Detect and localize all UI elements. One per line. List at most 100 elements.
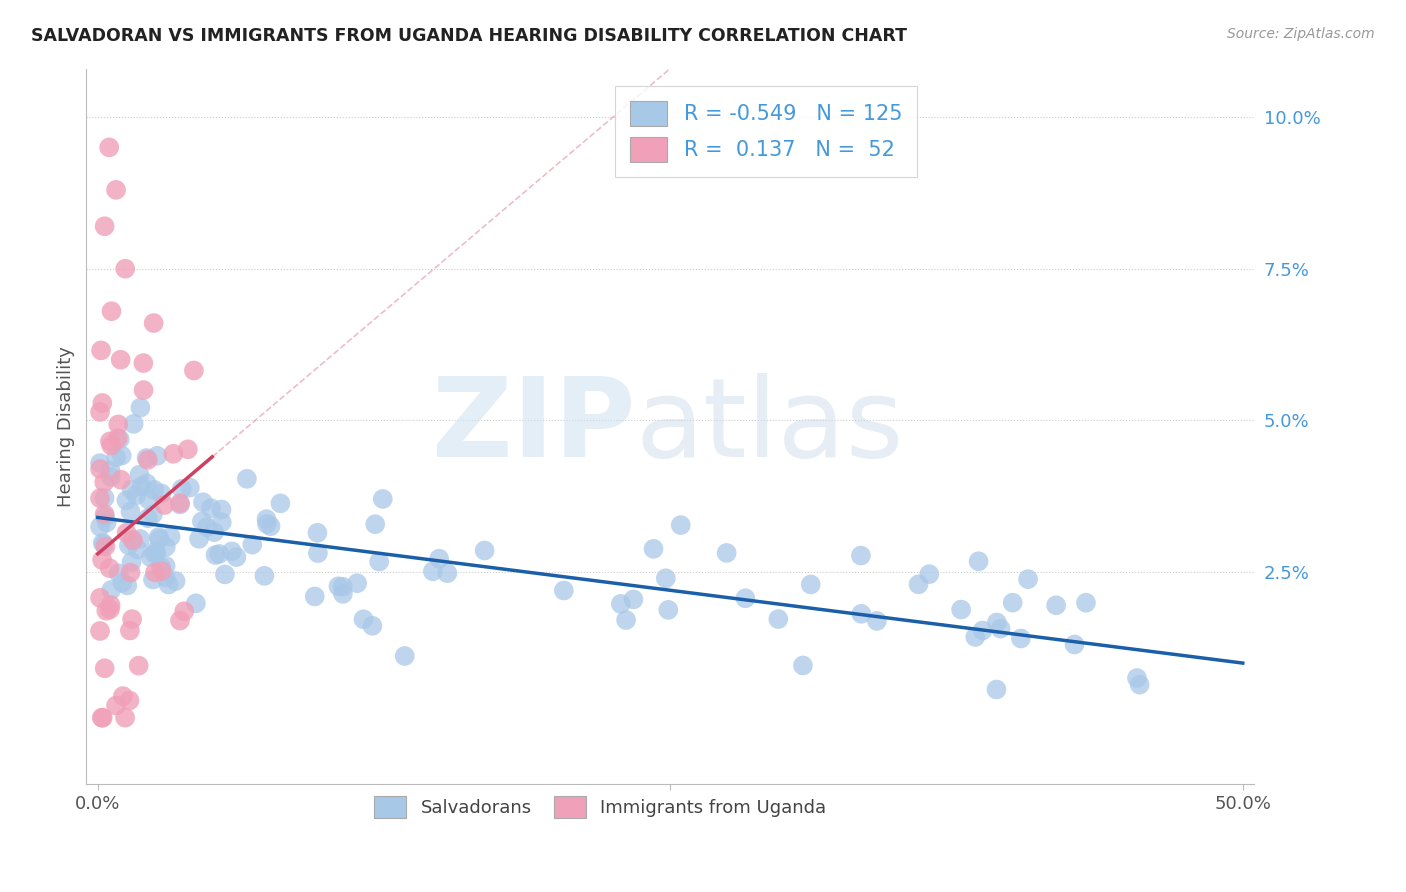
Point <box>159 530 181 544</box>
Point <box>132 356 155 370</box>
Point <box>150 486 173 500</box>
Point <box>236 472 259 486</box>
Point <box>93 491 115 505</box>
Point <box>96 604 118 618</box>
Point <box>907 577 929 591</box>
Point <box>346 576 368 591</box>
Point <box>866 614 889 628</box>
Point <box>105 698 128 713</box>
Point <box>179 481 201 495</box>
Point <box>93 661 115 675</box>
Point <box>553 583 575 598</box>
Point <box>142 316 165 330</box>
Point <box>121 555 143 569</box>
Point <box>121 533 143 548</box>
Point <box>657 603 679 617</box>
Point <box>1001 596 1024 610</box>
Point <box>93 219 115 234</box>
Point <box>94 509 117 524</box>
Point <box>114 711 136 725</box>
Point <box>195 520 218 534</box>
Point <box>307 525 329 540</box>
Point <box>211 516 233 530</box>
Point <box>269 496 291 510</box>
Point <box>150 564 173 578</box>
Point <box>100 598 122 612</box>
Point <box>111 575 134 590</box>
Point <box>1010 632 1032 646</box>
Point <box>135 450 157 465</box>
Point <box>155 570 177 584</box>
Point <box>256 516 278 531</box>
Point <box>108 432 131 446</box>
Point <box>110 473 132 487</box>
Point <box>792 658 814 673</box>
Point <box>332 580 354 594</box>
Point <box>986 682 1008 697</box>
Point <box>208 547 231 561</box>
Point <box>918 567 941 582</box>
Point <box>98 602 121 616</box>
Point <box>177 442 200 457</box>
Point <box>90 343 112 358</box>
Point <box>155 540 177 554</box>
Point <box>184 596 207 610</box>
Point <box>986 615 1008 630</box>
Point <box>91 553 114 567</box>
Point <box>98 140 121 154</box>
Point <box>142 508 165 522</box>
Point <box>145 544 167 558</box>
Point <box>614 613 637 627</box>
Point <box>138 492 160 507</box>
Point <box>253 569 276 583</box>
Point <box>259 519 281 533</box>
Point <box>136 511 159 525</box>
Point <box>155 558 177 573</box>
Point <box>135 476 157 491</box>
Point <box>96 516 118 530</box>
Point <box>800 577 823 591</box>
Point <box>162 447 184 461</box>
Point <box>143 566 166 580</box>
Point <box>148 530 170 544</box>
Point <box>1017 572 1039 586</box>
Point <box>716 546 738 560</box>
Point <box>734 591 756 606</box>
Point <box>307 546 329 560</box>
Point <box>143 483 166 497</box>
Point <box>240 538 263 552</box>
Point <box>104 450 127 465</box>
Point <box>169 496 191 510</box>
Point <box>655 571 678 585</box>
Point <box>1126 671 1149 685</box>
Point <box>967 554 990 568</box>
Point <box>117 578 139 592</box>
Point <box>91 536 114 550</box>
Point <box>114 261 136 276</box>
Point <box>361 619 384 633</box>
Point <box>100 582 122 597</box>
Point <box>394 648 416 663</box>
Point <box>1129 678 1152 692</box>
Y-axis label: Hearing Disability: Hearing Disability <box>58 346 75 507</box>
Point <box>107 417 129 432</box>
Point <box>139 550 162 565</box>
Point <box>170 482 193 496</box>
Point <box>143 547 166 561</box>
Point <box>364 517 387 532</box>
Point <box>118 539 141 553</box>
Text: atlas: atlas <box>636 373 904 480</box>
Point <box>202 525 225 540</box>
Point <box>145 546 167 560</box>
Point <box>111 449 134 463</box>
Point <box>148 532 170 546</box>
Point <box>93 475 115 490</box>
Point <box>211 502 233 516</box>
Point <box>120 504 142 518</box>
Point <box>98 561 121 575</box>
Point <box>157 577 180 591</box>
Point <box>89 520 111 534</box>
Point <box>89 405 111 419</box>
Point <box>221 544 243 558</box>
Point <box>107 431 129 445</box>
